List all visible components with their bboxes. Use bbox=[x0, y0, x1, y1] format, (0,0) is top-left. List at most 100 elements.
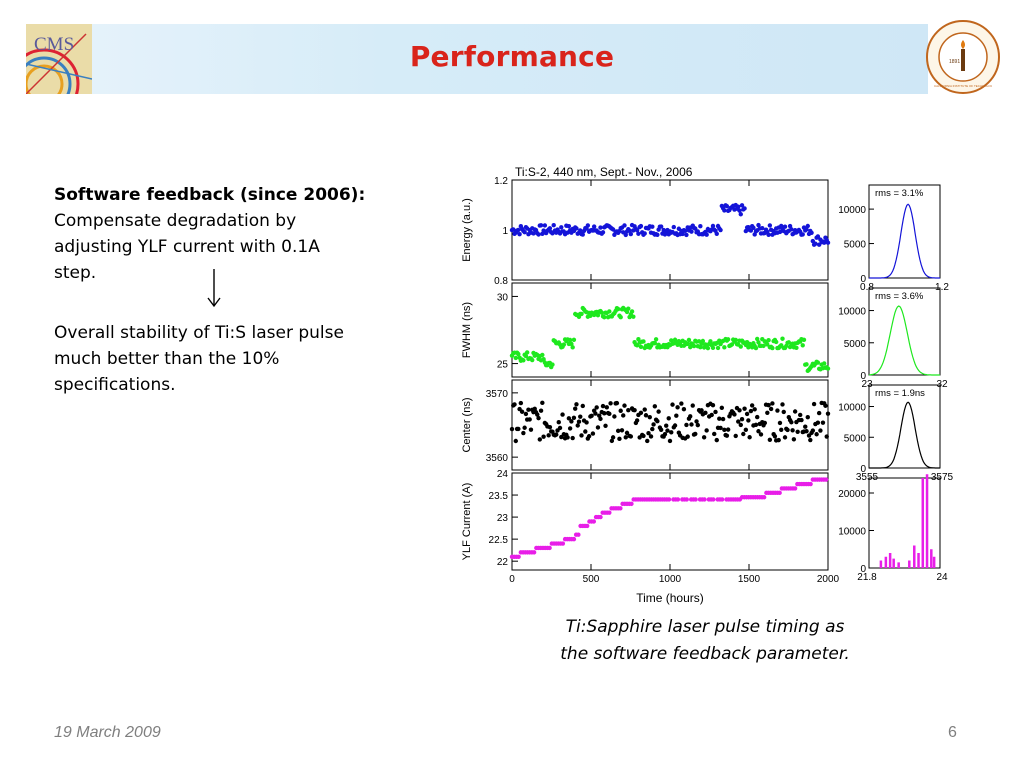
data-point bbox=[523, 353, 529, 359]
svg-text:1891: 1891 bbox=[949, 59, 960, 65]
data-point bbox=[580, 403, 585, 409]
data-point bbox=[521, 430, 526, 436]
data-point bbox=[674, 413, 679, 418]
data-point bbox=[667, 438, 673, 444]
data-point bbox=[808, 437, 813, 443]
data-point bbox=[642, 231, 647, 236]
data-point bbox=[636, 231, 641, 236]
footer-date: 19 March 2009 bbox=[54, 724, 161, 741]
data-point bbox=[805, 414, 810, 420]
data-point bbox=[556, 420, 561, 425]
data-point bbox=[765, 410, 770, 415]
data-point bbox=[820, 420, 826, 425]
data-point bbox=[629, 501, 634, 507]
data-point bbox=[800, 232, 805, 237]
hist-curve bbox=[869, 401, 940, 469]
hist-bar bbox=[888, 553, 892, 568]
data-point bbox=[666, 416, 671, 421]
hist-bar bbox=[930, 549, 933, 568]
data-point bbox=[809, 230, 814, 235]
data-point bbox=[570, 345, 575, 350]
data-point bbox=[646, 431, 651, 436]
data-point bbox=[684, 422, 689, 428]
data-point bbox=[742, 406, 747, 411]
data-point bbox=[823, 477, 829, 482]
data-point bbox=[585, 223, 591, 228]
data-series bbox=[509, 305, 831, 374]
panel-frame bbox=[511, 282, 829, 378]
data-point bbox=[780, 402, 785, 407]
data-point bbox=[652, 340, 658, 346]
data-point bbox=[789, 227, 794, 232]
data-point bbox=[770, 345, 775, 351]
down-arrow-icon bbox=[207, 269, 221, 308]
data-point bbox=[560, 541, 566, 546]
data-point bbox=[801, 337, 807, 343]
data-point bbox=[777, 229, 783, 235]
data-point bbox=[768, 406, 774, 412]
data-point bbox=[691, 343, 697, 349]
data-point bbox=[702, 497, 707, 502]
data-point bbox=[804, 362, 809, 367]
data-point bbox=[775, 408, 780, 413]
data-point bbox=[789, 420, 794, 425]
hist-y-tick-label: 0 bbox=[860, 464, 866, 475]
data-series bbox=[509, 202, 831, 247]
data-point bbox=[670, 402, 675, 407]
hist-bar bbox=[892, 558, 895, 568]
data-point bbox=[689, 422, 694, 427]
data-point bbox=[766, 232, 771, 237]
data-point bbox=[638, 223, 644, 229]
data-point bbox=[536, 415, 541, 421]
data-point bbox=[714, 231, 719, 236]
hist-bar bbox=[932, 556, 936, 568]
data-point bbox=[701, 435, 707, 440]
data-point bbox=[521, 358, 526, 363]
data-point bbox=[518, 400, 524, 406]
data-point bbox=[607, 510, 612, 515]
data-point bbox=[800, 343, 805, 348]
hist-y-tick-label: 0 bbox=[860, 274, 866, 285]
data-point bbox=[593, 411, 598, 416]
data-point bbox=[665, 428, 670, 433]
data-point bbox=[580, 232, 585, 237]
data-point bbox=[618, 408, 623, 413]
data-point bbox=[786, 340, 792, 345]
data-point bbox=[739, 203, 745, 208]
x-axis-label: Time (hours) bbox=[636, 591, 704, 605]
data-point bbox=[733, 433, 738, 439]
data-point bbox=[755, 414, 760, 420]
data-point bbox=[811, 401, 817, 407]
data-point bbox=[662, 431, 668, 437]
data-point bbox=[824, 434, 829, 439]
hist-bar bbox=[884, 556, 888, 568]
data-point bbox=[550, 362, 555, 367]
x-tick-label: 500 bbox=[583, 574, 600, 585]
data-point bbox=[675, 497, 681, 502]
feedback-line-1: Compensate degradation by bbox=[54, 211, 297, 231]
data-point bbox=[825, 411, 831, 416]
y-tick-label: 3560 bbox=[486, 453, 509, 464]
data-point bbox=[681, 407, 687, 412]
data-point bbox=[634, 228, 640, 233]
data-point bbox=[546, 433, 551, 438]
data-point bbox=[567, 426, 573, 431]
data-point bbox=[756, 222, 761, 228]
data-point bbox=[594, 405, 599, 410]
data-point bbox=[547, 545, 552, 551]
data-point bbox=[710, 403, 716, 408]
data-point bbox=[718, 227, 723, 233]
data-point bbox=[780, 336, 785, 341]
data-point bbox=[718, 425, 723, 431]
x-tick-label: 2000 bbox=[817, 574, 840, 585]
data-point bbox=[551, 222, 556, 228]
data-point bbox=[638, 344, 644, 349]
hist-y-tick-label: 10000 bbox=[838, 527, 866, 538]
y-tick-label: 23 bbox=[497, 513, 509, 524]
data-point bbox=[655, 232, 660, 237]
hist-bar bbox=[921, 478, 925, 568]
data-point bbox=[598, 416, 603, 422]
data-point bbox=[647, 414, 652, 420]
data-point bbox=[693, 497, 698, 502]
feedback-line-3: step. bbox=[54, 263, 97, 283]
